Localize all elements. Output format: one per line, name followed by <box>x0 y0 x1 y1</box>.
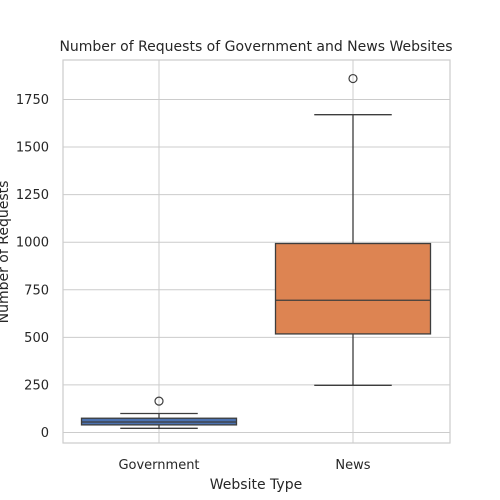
y-axis-label: Number of Requests <box>0 181 12 324</box>
y-tick-label: 500 <box>24 331 49 346</box>
y-tick-labels: 0 250 500 750 1000 1250 1500 1750 <box>16 93 49 441</box>
y-tick-label: 0 <box>41 426 49 441</box>
x-tick-label: Government <box>118 458 199 473</box>
x-axis-label: Website Type <box>210 477 302 493</box>
y-tick-label: 750 <box>24 283 49 298</box>
y-tick-label: 1000 <box>16 236 49 251</box>
y-tick-label: 1750 <box>16 93 49 108</box>
chart-title: Number of Requests of Government and New… <box>59 39 452 55</box>
outlier-point <box>348 73 358 84</box>
outlier-point <box>154 396 164 406</box>
x-tick-label: News <box>335 458 370 473</box>
y-tick-label: 250 <box>24 378 49 393</box>
plot-frame <box>62 59 451 444</box>
box-layer <box>80 73 432 429</box>
box-government <box>80 396 238 429</box>
iqr-box <box>274 242 432 335</box>
x-tick-labels: Government News <box>118 458 370 473</box>
box-news <box>274 73 432 386</box>
y-tick-label: 1250 <box>16 188 49 203</box>
y-tick-label: 1500 <box>16 141 49 156</box>
